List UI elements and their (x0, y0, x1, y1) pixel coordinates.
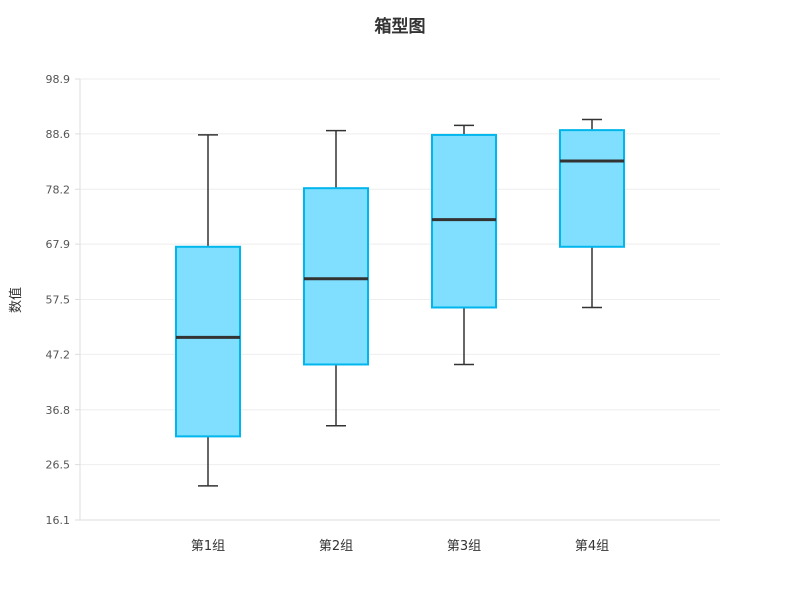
x-category-label: 第1组 (191, 539, 225, 554)
x-category-label: 第2组 (319, 539, 353, 554)
box-3 (431, 124, 497, 366)
x-category-label: 第3组 (447, 539, 481, 554)
y-axis-label: 数值 (8, 287, 24, 313)
box-iqr (303, 187, 369, 366)
y-tick-label: 26.5 (46, 459, 71, 472)
y-tick-label: 57.5 (46, 294, 71, 307)
x-category-label: 第4组 (575, 539, 609, 554)
box-iqr (431, 133, 497, 309)
box-iqr (175, 245, 241, 438)
y-tick-label: 98.9 (46, 73, 71, 86)
boxes (175, 118, 625, 487)
box-4 (559, 118, 625, 309)
y-tick-label: 88.6 (46, 128, 71, 141)
box-2 (303, 129, 369, 427)
y-tick-label: 67.9 (46, 238, 71, 251)
y-tick-label: 16.1 (46, 514, 71, 527)
axes: 16.1 26.5 36.8 47.2 57.5 67.9 78.2 88.6 98.9 第1组 第… (46, 73, 720, 554)
box-1 (175, 134, 241, 487)
y-tick-label: 36.8 (46, 404, 71, 417)
chart-title: 箱型图 (374, 17, 426, 37)
box-iqr (559, 129, 625, 248)
y-tick-label: 78.2 (46, 183, 71, 196)
y-tick-label: 47.2 (46, 348, 71, 361)
